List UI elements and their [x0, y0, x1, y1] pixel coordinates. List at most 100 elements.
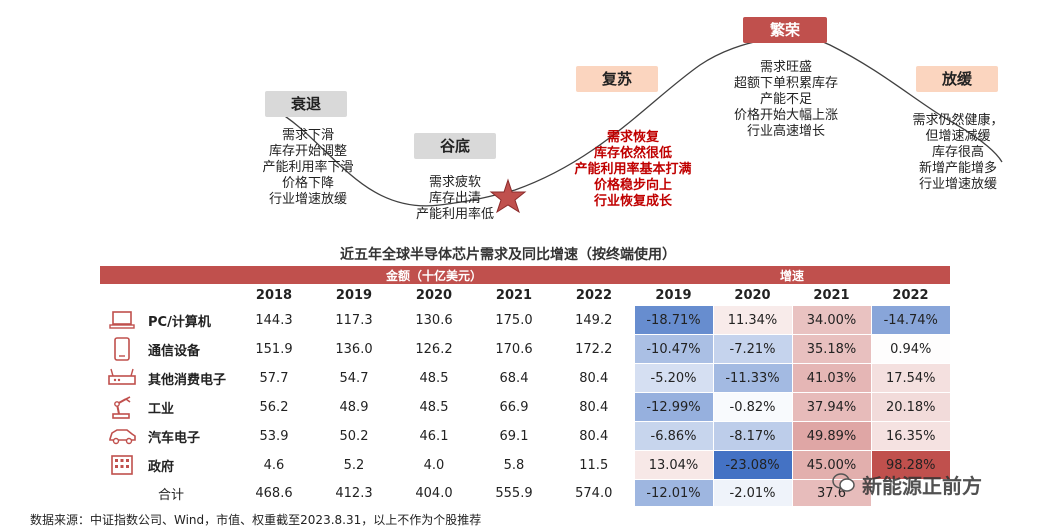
amount-group-header: 金额（十亿美元） [234, 266, 634, 284]
growth-cell: 11.34% [712, 306, 792, 335]
desc-line: 产能利用率下滑 [262, 160, 354, 175]
growth-cell: 98.28% [870, 450, 950, 480]
watermark-text: 新能源正前方 [862, 470, 982, 499]
building-icon [100, 451, 144, 480]
phase-recession-label: 衰退 [290, 95, 321, 113]
desc-line: 超额下单积累库存 [733, 76, 838, 91]
desc-line: 行业恢复成长 [593, 194, 672, 209]
cycle-curve [271, 36, 1003, 207]
growth-cell: -11.33% [712, 363, 792, 393]
growth-cell: 20.18% [870, 392, 950, 422]
table-row: 工业 56.2 48.9 48.5 66.9 80.4 -12.99% -0.82% 37.94… [100, 392, 950, 422]
growth-cell: -10.47% [633, 334, 713, 364]
phase-boom: 繁荣 [743, 17, 827, 43]
growth-cell: 13.04% [633, 450, 713, 480]
growth-year-header: 2020 [734, 287, 771, 303]
total-row: 合计 468.6 412.3 404.0 555.9 574.0 -12.01% -2.01%… [100, 479, 950, 507]
amount-cell: 149.2 [575, 312, 613, 328]
desc-line: 库存出清 [428, 191, 481, 206]
phase-slowdown: 放缓 [916, 66, 998, 92]
desc-line: 价格开始大幅上涨 [733, 108, 838, 123]
amount-cell: 48.5 [419, 399, 449, 415]
growth-cell: 17.54% [870, 363, 950, 393]
category-label: 工业 [148, 401, 175, 417]
star-icon [489, 178, 527, 214]
slowdown-description: 需求仍然健康， 但增速减缓 库存很高 新增产能增多 行业增速放缓 [900, 113, 1016, 193]
growth-cell: -2.01% [712, 479, 792, 507]
amount-cell: 80.4 [579, 428, 609, 444]
amount-cell: 404.0 [415, 485, 453, 501]
growth-group-header: 增速 [634, 266, 950, 284]
car-icon [100, 422, 144, 451]
amount-year-header: 2018 [255, 287, 293, 303]
amount-cell: 130.6 [415, 312, 453, 328]
growth-cell: -23.08% [712, 450, 792, 480]
recovery-description: 需求恢复 库存依然很低 产能利用率基本打满 价格稳步向上 行业恢复成长 [563, 130, 703, 210]
growth-cell: -8.17% [712, 421, 792, 451]
phone-icon [100, 335, 144, 364]
phase-slowdown-label: 放缓 [941, 70, 972, 88]
desc-line: 需求恢复 [606, 130, 659, 145]
desc-line: 价格下降 [281, 176, 334, 191]
growth-cell: -0.82% [712, 392, 792, 422]
recession-description: 需求下滑 库存开始调整 产能利用率下滑 价格下降 行业增速放缓 [250, 128, 366, 208]
amount-cell: 53.9 [259, 428, 289, 444]
growth-cell: -5.20% [633, 363, 713, 393]
amount-cell: 56.2 [259, 399, 289, 415]
desc-line: 产能不足 [759, 92, 812, 107]
table-row: 其他消费电子 57.7 54.7 48.5 68.4 80.4 -5.20% -11.33% 4… [100, 363, 950, 393]
growth-cell: -18.71% [633, 306, 713, 335]
amount-cell: 144.3 [255, 312, 293, 328]
amount-cell: 151.9 [255, 341, 293, 357]
watermark-label: 新能源正前方 [862, 474, 982, 498]
desc-line: 产能利用率低 [415, 207, 494, 222]
growth-cell: 49.89% [791, 421, 871, 451]
data-source-note: 数据来源：中证指数公司、Wind，市值、权重截至2023.8.31，以上不作为个… [30, 513, 482, 527]
growth-cell: -6.86% [633, 421, 713, 451]
table-title: 近五年全球半导体芯片需求及同比增速（按终端使用） [340, 247, 676, 263]
demand-growth-table: 金额（十亿美元） 增速 2018 2019 2020 2021 2022 201… [100, 266, 950, 507]
growth-year-header: 2021 [813, 287, 850, 303]
desc-line: 但增速减缓 [925, 129, 991, 144]
amount-cell: 80.4 [579, 399, 609, 415]
header-blank [100, 266, 234, 284]
growth-cell: 35.18% [791, 334, 871, 364]
growth-cell: 41.03% [791, 363, 871, 393]
amount-cell: 69.1 [499, 428, 529, 444]
amount-cell: 175.0 [495, 312, 533, 328]
phase-recession: 衰退 [265, 91, 347, 117]
desc-line: 行业高速增长 [746, 124, 825, 139]
category-label: 汽车电子 [148, 430, 201, 446]
laptop-icon [100, 306, 144, 335]
phase-trough: 谷底 [414, 133, 496, 159]
desc-line: 行业增速放缓 [918, 177, 997, 192]
amount-cell: 126.2 [415, 341, 453, 357]
desc-line: 库存依然很低 [593, 146, 672, 161]
amount-cell: 4.6 [263, 457, 285, 473]
category-label: 政府 [148, 459, 175, 475]
growth-cell: -12.99% [633, 392, 713, 422]
category-label: 通信设备 [148, 343, 201, 359]
trough-description: 需求疲软 库存出清 产能利用率低 [405, 175, 505, 223]
growth-cell: 37.6 [791, 479, 871, 507]
growth-cell: 45.00% [791, 450, 871, 480]
amount-cell: 66.9 [499, 399, 529, 415]
desc-line: 行业增速放缓 [268, 192, 347, 207]
phase-recovery: 复苏 [576, 66, 658, 92]
amount-cell: 48.5 [419, 370, 449, 386]
desc-line: 库存很高 [931, 145, 984, 160]
amount-cell: 5.2 [343, 457, 365, 473]
amount-year-header: 2019 [335, 287, 373, 303]
desc-line: 需求旺盛 [759, 60, 812, 75]
year-header-row: 2018 2019 2020 2021 2022 2019 2020 2021 … [100, 284, 950, 306]
amount-cell: 412.3 [335, 485, 373, 501]
amount-cell: 11.5 [579, 457, 609, 473]
amount-cell: 5.8 [503, 457, 525, 473]
header-blank [100, 284, 234, 306]
amount-cell: 117.3 [335, 312, 373, 328]
amount-cell: 170.6 [495, 341, 533, 357]
desc-line: 需求仍然健康， [912, 113, 1004, 128]
growth-cell [870, 479, 950, 507]
desc-line: 价格稳步向上 [593, 178, 672, 193]
category-label: 合计 [158, 487, 185, 503]
